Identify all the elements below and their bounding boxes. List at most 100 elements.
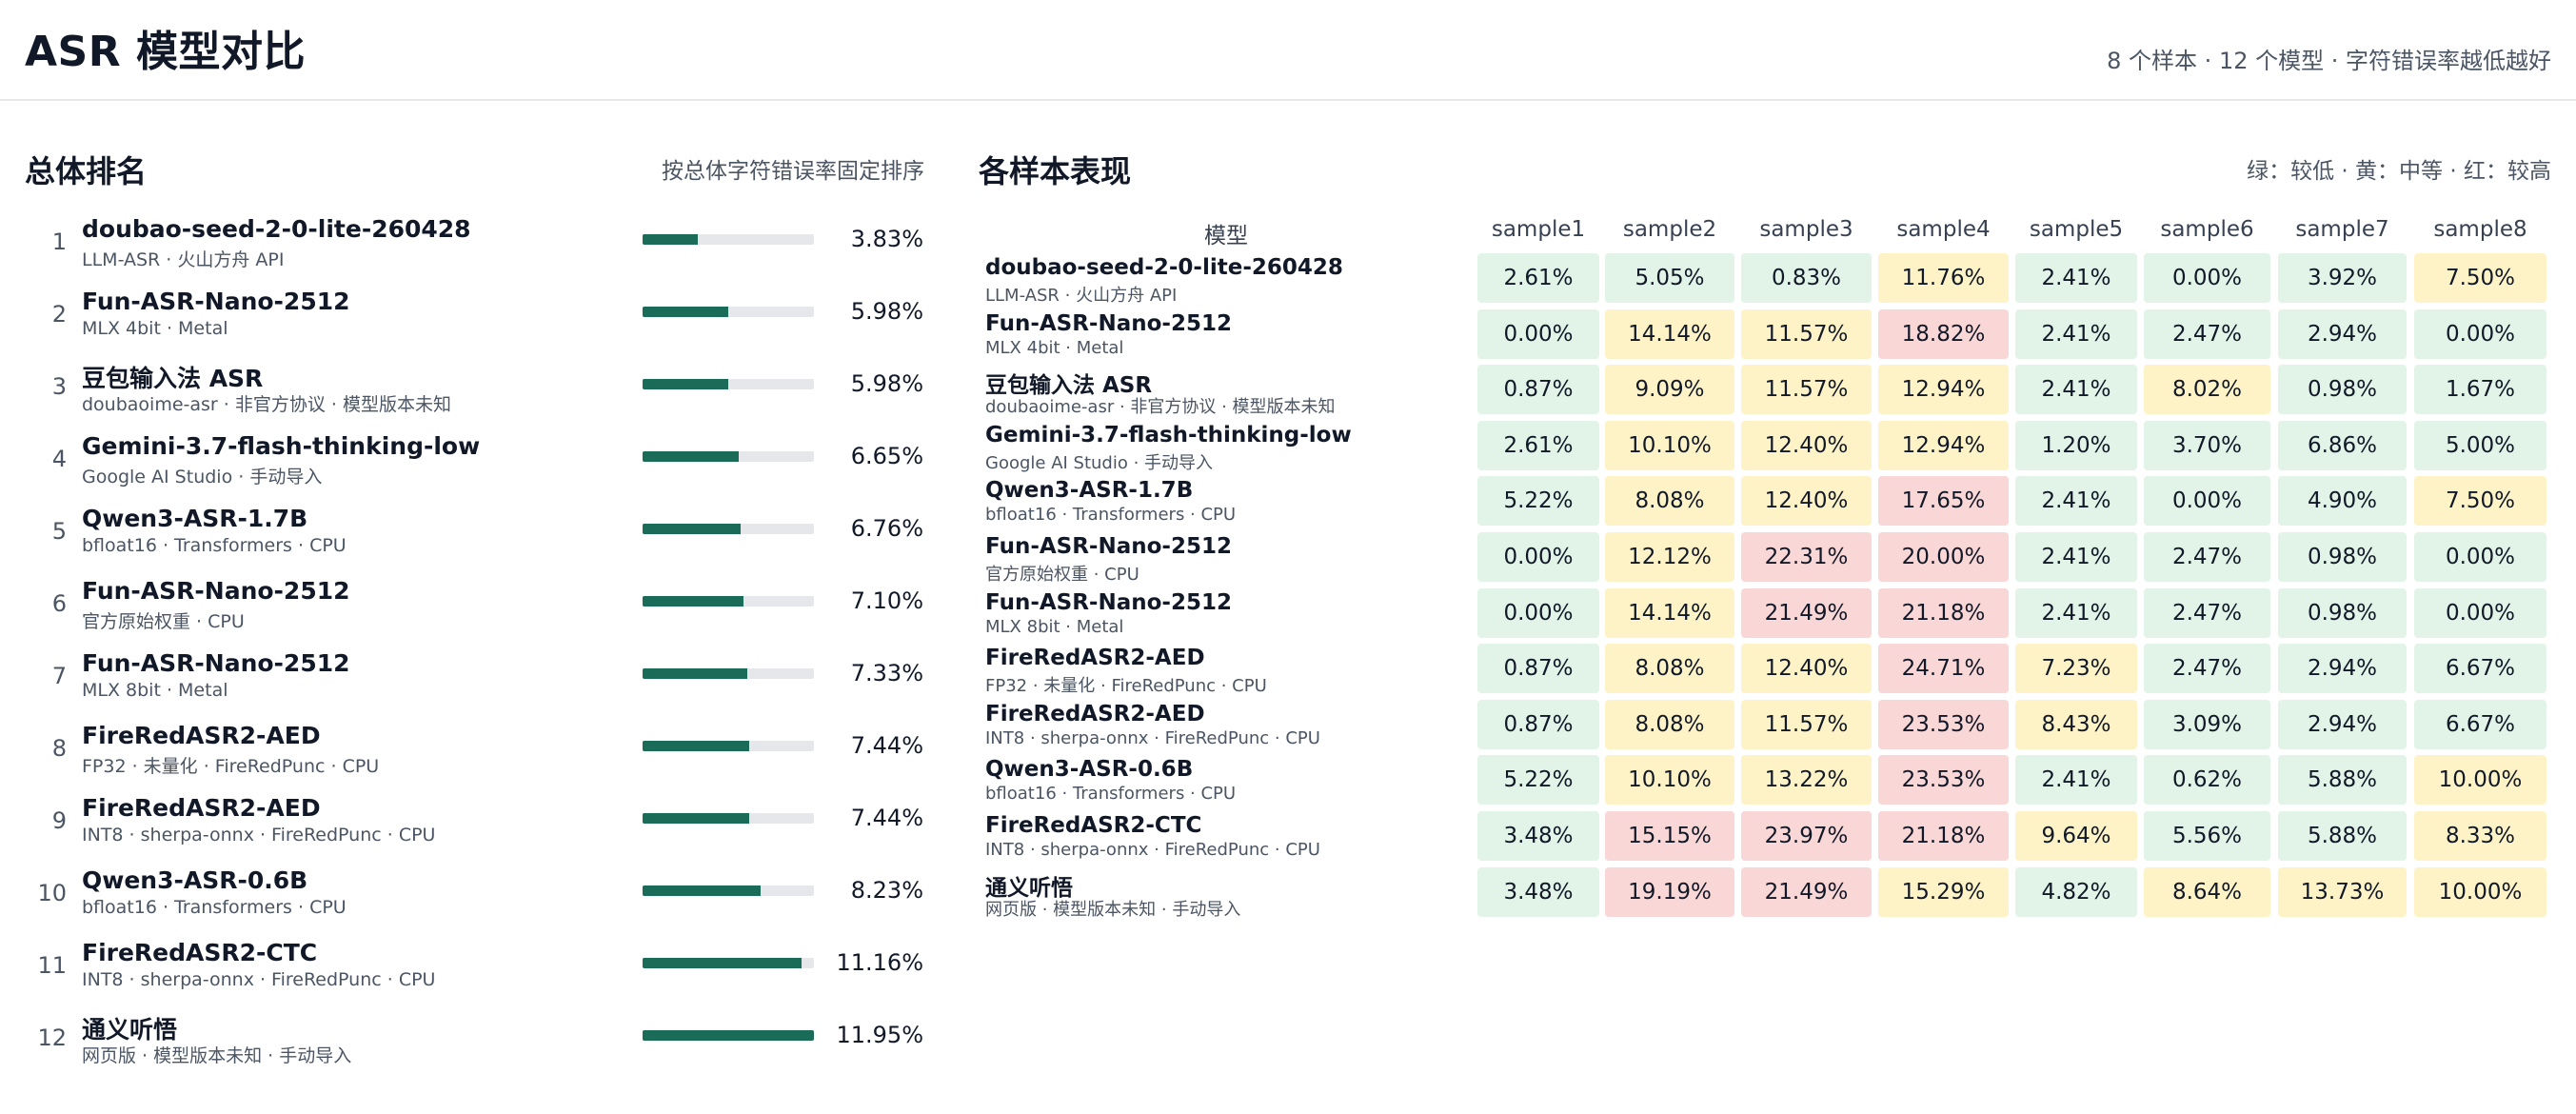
score-cell: 12.40% bbox=[1741, 644, 1872, 694]
per-sample-panel: 各样本表现 绿：较低 · 黄：中等 · 红：较高 模型 sample1 sampl… bbox=[952, 0, 2576, 1114]
matrix-model-name: FireRedASR2-AED bbox=[985, 701, 1205, 726]
score-cell: 23.53% bbox=[1878, 755, 2009, 806]
error-rate-bar-fill bbox=[643, 958, 803, 968]
score-cell: 0.98% bbox=[2278, 532, 2407, 582]
error-rate-bar bbox=[643, 307, 814, 317]
score-cell: 24.71% bbox=[1878, 644, 2009, 694]
model-name: FireRedASR2-AED bbox=[82, 794, 321, 822]
matrix-model-name: Qwen3-ASR-1.7B bbox=[985, 478, 1194, 504]
score-cell: 1.20% bbox=[2015, 420, 2137, 470]
score-cell: 12.94% bbox=[1878, 365, 2009, 415]
score-cell: 23.53% bbox=[1878, 699, 2009, 749]
ranking-row: 6 Fun-ASR-Nano-2512 官方原始权重 · CPU 7.10% bbox=[0, 573, 952, 646]
error-rate-value: 11.16% bbox=[836, 949, 923, 976]
score-cell: 11.57% bbox=[1741, 365, 1872, 415]
score-cell: 3.70% bbox=[2144, 420, 2270, 470]
error-rate-bar-fill bbox=[643, 451, 739, 462]
score-cell: 8.64% bbox=[2144, 866, 2270, 917]
error-rate-bar bbox=[643, 813, 814, 824]
score-cell: 6.67% bbox=[2414, 644, 2546, 694]
matrix-model-name: 豆包输入法 ASR bbox=[985, 373, 1153, 399]
ranking-row: 3 豆包输入法 ASR doubaoime-asr · 非官方协议 · 模型版本未知… bbox=[0, 356, 952, 428]
score-cell: 5.88% bbox=[2278, 811, 2407, 861]
score-cell: 13.22% bbox=[1741, 755, 1872, 806]
matrix-model-detail: INT8 · sherpa-onnx · FireRedPunc · CPU bbox=[985, 840, 1320, 860]
score-cell: 21.49% bbox=[1741, 866, 1872, 917]
matrix-model-detail: bfloat16 · Transformers · CPU bbox=[985, 505, 1237, 526]
error-rate-value: 6.65% bbox=[850, 443, 923, 469]
score-cell: 5.56% bbox=[2144, 811, 2270, 861]
error-rate-value: 11.95% bbox=[836, 1022, 923, 1048]
matrix-model-name: 通义听悟 bbox=[985, 875, 1073, 901]
matrix-model-detail: doubaoime-asr · 非官方协议 · 模型版本未知 bbox=[985, 397, 1336, 418]
score-cell: 0.98% bbox=[2278, 365, 2407, 415]
score-cell: 8.08% bbox=[1605, 644, 1734, 694]
sample-column-header: sample3 bbox=[1759, 217, 1853, 242]
score-cell: 5.22% bbox=[1477, 755, 1599, 806]
score-cell: 21.18% bbox=[1878, 587, 2009, 638]
score-cell: 11.57% bbox=[1741, 308, 1872, 359]
score-cell: 2.94% bbox=[2278, 308, 2407, 359]
score-cell: 4.90% bbox=[2278, 476, 2407, 527]
score-cell: 6.67% bbox=[2414, 699, 2546, 749]
score-cell: 8.43% bbox=[2015, 699, 2137, 749]
score-cell: 10.10% bbox=[1605, 420, 1734, 470]
score-cell: 3.48% bbox=[1477, 811, 1599, 861]
sample-column-header: sample7 bbox=[2295, 217, 2389, 242]
score-cell: 8.08% bbox=[1605, 699, 1734, 749]
score-cell: 10.00% bbox=[2414, 755, 2546, 806]
score-cell: 7.50% bbox=[2414, 476, 2546, 527]
score-cell: 2.41% bbox=[2015, 308, 2137, 359]
ranking-row: 7 Fun-ASR-Nano-2512 MLX 8bit · Metal 7.33% bbox=[0, 646, 952, 718]
score-cell: 12.12% bbox=[1605, 532, 1734, 582]
score-cell: 4.82% bbox=[2015, 866, 2137, 917]
error-rate-bar-fill bbox=[643, 741, 749, 751]
matrix-model-name: Gemini-3.7-flash-thinking-low bbox=[985, 422, 1352, 448]
error-rate-bar bbox=[643, 668, 814, 679]
error-rate-bar-fill bbox=[643, 1030, 814, 1041]
error-rate-bar bbox=[643, 958, 814, 968]
page-subtitle: 8 个样本 · 12 个模型 · 字符错误率越低越好 bbox=[2107, 48, 2551, 74]
score-cell: 20.00% bbox=[1878, 532, 2009, 582]
model-name: FireRedASR2-CTC bbox=[82, 939, 318, 966]
rank-number: 11 bbox=[37, 952, 67, 979]
matrix-model-name: Qwen3-ASR-0.6B bbox=[985, 757, 1194, 783]
score-cell: 0.00% bbox=[1477, 587, 1599, 638]
model-detail: FP32 · 未量化 · FireRedPunc · CPU bbox=[82, 756, 380, 777]
model-detail: LLM-ASR · 火山方舟 API bbox=[82, 249, 285, 270]
rank-number: 6 bbox=[51, 590, 67, 617]
error-rate-value: 3.83% bbox=[850, 226, 923, 252]
error-rate-bar-fill bbox=[643, 379, 728, 389]
page-title: ASR 模型对比 bbox=[25, 28, 306, 76]
model-name: Qwen3-ASR-1.7B bbox=[82, 505, 308, 532]
model-name: Fun-ASR-Nano-2512 bbox=[82, 577, 350, 605]
matrix-model-detail: INT8 · sherpa-onnx · FireRedPunc · CPU bbox=[985, 727, 1320, 748]
error-rate-bar-fill bbox=[643, 813, 749, 824]
model-name: Fun-ASR-Nano-2512 bbox=[82, 288, 350, 315]
score-cell: 2.47% bbox=[2144, 644, 2270, 694]
matrix-model-name: Fun-ASR-Nano-2512 bbox=[985, 589, 1232, 615]
matrix-model-name: doubao-seed-2-0-lite-260428 bbox=[985, 255, 1343, 280]
score-cell: 8.08% bbox=[1605, 476, 1734, 527]
ranking-row: 8 FireRedASR2-AED FP32 · 未量化 · FireRedPunc… bbox=[0, 718, 952, 790]
score-cell: 9.64% bbox=[2015, 811, 2137, 861]
model-name: 豆包输入法 ASR bbox=[82, 365, 264, 392]
score-cell: 17.65% bbox=[1878, 476, 2009, 527]
score-cell: 2.41% bbox=[2015, 587, 2137, 638]
score-cell: 0.00% bbox=[2414, 532, 2546, 582]
matrix-model-detail: MLX 8bit · Metal bbox=[985, 616, 1124, 637]
rank-number: 5 bbox=[51, 518, 67, 545]
score-cell: 11.57% bbox=[1741, 699, 1872, 749]
model-name: Qwen3-ASR-0.6B bbox=[82, 866, 308, 894]
score-cell: 2.41% bbox=[2015, 755, 2137, 806]
score-cell: 0.00% bbox=[2414, 308, 2546, 359]
score-cell: 0.00% bbox=[1477, 532, 1599, 582]
score-cell: 2.47% bbox=[2144, 587, 2270, 638]
score-cell: 0.83% bbox=[1741, 253, 1872, 303]
score-cell: 15.29% bbox=[1878, 866, 2009, 917]
ranking-row: 10 Qwen3-ASR-0.6B bfloat16 · Transformers … bbox=[0, 863, 952, 935]
error-rate-bar-fill bbox=[643, 307, 728, 317]
matrix-model-detail: 官方原始权重 · CPU bbox=[985, 565, 1139, 585]
sample-column-header: sample4 bbox=[1896, 217, 1991, 242]
score-cell: 14.14% bbox=[1605, 587, 1734, 638]
